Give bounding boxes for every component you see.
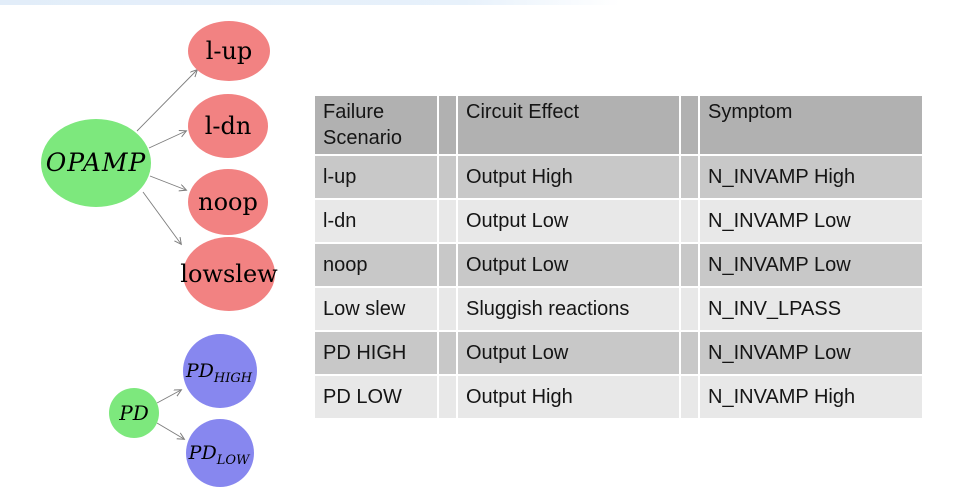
cell-spacer <box>439 200 456 242</box>
fault-tree-diagram: OPAMP l-up l-dn noop lowslew PD PDHIGH P… <box>41 21 278 487</box>
table-header-row: Failure Scenario Circuit Effect Symptom <box>315 96 922 154</box>
cell-spacer <box>439 332 456 374</box>
cell-scenario: PD HIGH <box>315 332 437 374</box>
arrow-opamp-lup <box>136 70 197 132</box>
arrow-pd-pdlow <box>156 422 184 439</box>
cell-effect: Output Low <box>458 200 679 242</box>
pd-high-node: PDHIGH <box>183 334 257 408</box>
table-row: PD LOW Output High N_INVAMP High <box>315 376 922 418</box>
arrow-opamp-ldn <box>148 131 186 149</box>
cell-spacer <box>681 376 698 418</box>
cell-spacer <box>439 288 456 330</box>
failure-node-noop-label: noop <box>198 188 258 216</box>
window-top-strip <box>0 0 620 5</box>
failure-scenario-table: Failure Scenario Circuit Effect Symptom … <box>313 94 924 420</box>
pd-high-node-label: PDHIGH <box>185 360 253 386</box>
cell-symptom: N_INV_LPASS <box>700 288 922 330</box>
header-spacer-1 <box>439 96 456 154</box>
header-failure-scenario: Failure Scenario <box>315 96 437 154</box>
cell-spacer <box>681 156 698 198</box>
failure-node-lowslew: lowslew <box>180 237 278 311</box>
arrow-opamp-lowslew <box>142 191 181 244</box>
cell-effect: Output Low <box>458 332 679 374</box>
cell-scenario: PD LOW <box>315 376 437 418</box>
table-row: l-up Output High N_INVAMP High <box>315 156 922 198</box>
pd-node: PD <box>109 388 159 438</box>
opamp-node-label: OPAMP <box>46 148 147 177</box>
failure-node-ldn-label: l-dn <box>205 112 252 140</box>
cell-scenario: Low slew <box>315 288 437 330</box>
table-row: noop Output Low N_INVAMP Low <box>315 244 922 286</box>
arrow-opamp-noop <box>149 175 186 190</box>
failure-node-ldn: l-dn <box>188 94 268 158</box>
table-row: PD HIGH Output Low N_INVAMP Low <box>315 332 922 374</box>
header-spacer-2 <box>681 96 698 154</box>
header-symptom: Symptom <box>700 96 922 154</box>
cell-spacer <box>439 376 456 418</box>
failure-node-lowslew-label: lowslew <box>180 260 278 288</box>
arrow-pd-pdhigh <box>156 390 181 404</box>
pd-low-node-label: PDLOW <box>188 442 251 468</box>
cell-scenario: l-up <box>315 156 437 198</box>
cell-spacer <box>681 244 698 286</box>
pd-node-label: PD <box>118 401 149 425</box>
cell-symptom: N_INVAMP High <box>700 376 922 418</box>
table-row: Low slew Sluggish reactions N_INV_LPASS <box>315 288 922 330</box>
cell-effect: Sluggish reactions <box>458 288 679 330</box>
failure-node-noop: noop <box>188 169 268 235</box>
cell-effect: Output Low <box>458 244 679 286</box>
cell-symptom: N_INVAMP High <box>700 156 922 198</box>
cell-spacer <box>681 288 698 330</box>
cell-spacer <box>439 244 456 286</box>
failure-node-lup: l-up <box>188 21 270 81</box>
table-row: l-dn Output Low N_INVAMP Low <box>315 200 922 242</box>
cell-scenario: l-dn <box>315 200 437 242</box>
cell-scenario: noop <box>315 244 437 286</box>
cell-spacer <box>681 332 698 374</box>
cell-effect: Output High <box>458 376 679 418</box>
cell-spacer <box>439 156 456 198</box>
pd-low-node: PDLOW <box>186 419 254 487</box>
cell-effect: Output High <box>458 156 679 198</box>
cell-symptom: N_INVAMP Low <box>700 244 922 286</box>
cell-symptom: N_INVAMP Low <box>700 200 922 242</box>
cell-spacer <box>681 200 698 242</box>
header-circuit-effect: Circuit Effect <box>458 96 679 154</box>
opamp-node: OPAMP <box>41 119 151 207</box>
cell-symptom: N_INVAMP Low <box>700 332 922 374</box>
failure-node-lup-label: l-up <box>206 37 253 65</box>
